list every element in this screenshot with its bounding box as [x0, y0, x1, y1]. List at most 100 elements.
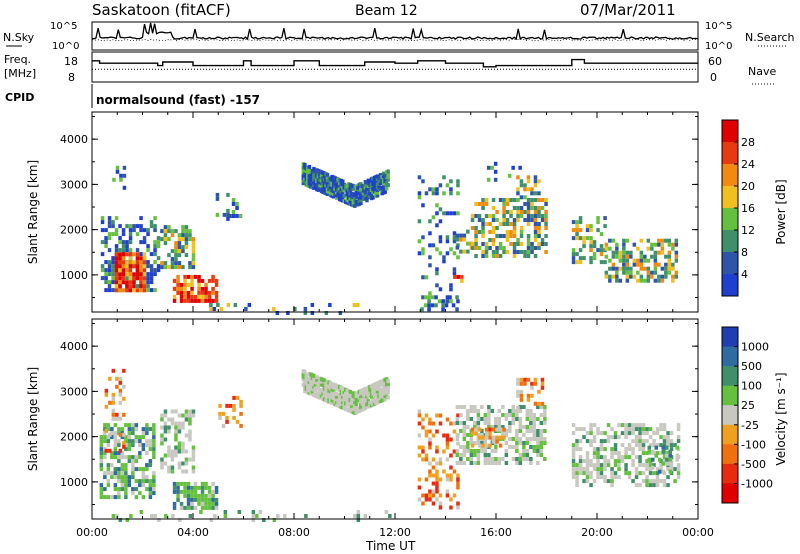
echo-cell	[449, 497, 453, 502]
echo-cell	[532, 433, 537, 437]
echo-cell	[624, 463, 628, 468]
echo-cell	[518, 437, 523, 441]
echo-cell	[139, 260, 143, 265]
echo-cell	[139, 224, 143, 229]
echo-cell	[477, 246, 482, 250]
echo-cell	[170, 249, 175, 254]
echo-cell	[651, 465, 655, 470]
echo-cell	[363, 406, 368, 410]
echo-cell	[544, 222, 548, 226]
echo-cell	[671, 246, 675, 251]
echo-cell	[435, 271, 439, 276]
echo-cell	[113, 487, 118, 492]
echo-cell	[200, 501, 205, 506]
nave-tick-bottom: 0	[710, 71, 717, 84]
echo-cell	[325, 181, 330, 185]
echo-cell	[188, 437, 192, 442]
echo-cell	[174, 257, 178, 262]
echo-cell	[186, 294, 191, 299]
echo-cell	[603, 439, 607, 444]
echo-cell	[664, 254, 668, 259]
echo-cell	[664, 266, 668, 271]
echo-cell	[533, 377, 538, 382]
echo-cell	[449, 187, 453, 192]
echo-cell	[139, 276, 143, 281]
echo-cell	[615, 246, 619, 251]
echo-cell	[592, 256, 597, 261]
echo-cell	[494, 449, 498, 453]
echo-cell	[111, 268, 115, 273]
echo-cell	[657, 262, 661, 267]
echo-cell	[183, 298, 187, 303]
echo-cell	[501, 413, 505, 417]
echo-cell	[480, 441, 484, 445]
echo-cell	[641, 451, 646, 456]
echo-cell	[283, 514, 287, 518]
echo-cell	[135, 272, 140, 277]
echo-cell	[100, 216, 105, 221]
echo-cell	[466, 229, 470, 234]
echo-cell	[131, 471, 135, 476]
echo-cell	[122, 444, 126, 449]
echo-cell	[504, 441, 509, 445]
echo-cell	[207, 497, 212, 502]
echo-cell	[502, 206, 506, 210]
echo-cell	[655, 443, 660, 448]
echo-cell	[462, 237, 467, 242]
echo-cell	[421, 179, 425, 184]
echo-cell	[638, 471, 642, 476]
echo-cell	[498, 443, 503, 448]
echo-cell	[417, 251, 422, 256]
echo-cell	[511, 421, 516, 425]
echo-cell	[134, 487, 139, 492]
echo-cell	[191, 261, 196, 266]
echo-cell	[459, 429, 463, 433]
echo-cell	[674, 254, 679, 259]
echo-cell	[636, 246, 640, 251]
echo-cell	[470, 242, 475, 246]
echo-cell	[666, 439, 670, 444]
echo-cell	[622, 254, 626, 259]
echo-cell	[160, 437, 164, 442]
echo-cell	[181, 245, 185, 250]
freq-panel: Freq. [MHz] 18 8 60 0 Nave	[4, 51, 776, 85]
echo-cell	[526, 206, 531, 210]
echo-cell	[617, 463, 621, 468]
echo-cell	[603, 260, 607, 265]
echo-cell	[474, 202, 478, 206]
echo-cell	[163, 425, 168, 430]
echo-cell	[449, 453, 453, 458]
echo-cell	[481, 234, 485, 238]
echo-cell	[491, 250, 496, 254]
echo-cell	[537, 389, 541, 394]
echo-cell	[516, 210, 520, 214]
echo-cell	[659, 463, 663, 468]
echo-cell	[526, 202, 531, 206]
colorbar-tick-label: 28	[741, 136, 755, 149]
colorbar-tick-label: 8	[741, 246, 748, 259]
echo-cell	[174, 253, 178, 258]
echo-cell	[667, 262, 672, 267]
echo-cell	[431, 465, 436, 470]
echo-cell	[145, 431, 149, 436]
echo-cell	[445, 493, 450, 498]
echo-cell	[610, 467, 614, 472]
echo-cell	[529, 409, 533, 413]
echo-cell	[575, 467, 579, 472]
echo-cell	[145, 487, 149, 492]
echo-cell	[512, 222, 517, 226]
echo-cell	[384, 181, 389, 185]
echo-cell	[111, 392, 116, 397]
echo-cell	[502, 214, 506, 218]
echo-cell	[337, 191, 342, 196]
echo-cell	[515, 441, 519, 445]
echo-cell	[239, 403, 243, 408]
echo-cell	[163, 453, 168, 458]
echo-cell	[537, 242, 541, 246]
echo-cell	[152, 423, 156, 428]
colorbar-segment	[722, 385, 738, 406]
echo-cell	[470, 226, 475, 230]
echo-cell	[118, 288, 122, 293]
echo-cell	[470, 246, 475, 250]
echo-cell	[303, 162, 307, 167]
